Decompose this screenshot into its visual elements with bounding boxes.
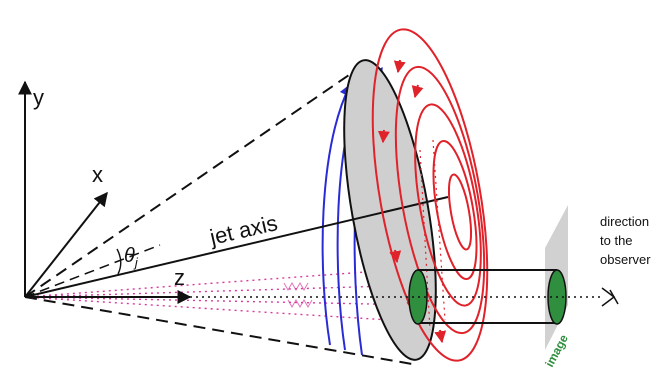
cone-upper-edge (24, 61, 369, 298)
red-dotted-inner (419, 139, 446, 331)
dotted-lines (24, 267, 421, 323)
y-axis-label: y (33, 85, 44, 110)
theta-dashed-line (24, 244, 161, 298)
red-field-loops (371, 28, 489, 362)
observer-eye-icon (601, 287, 619, 307)
theta-arc (116, 248, 122, 275)
theta-label: θj (124, 245, 139, 270)
jet-axis-label: jet axis (207, 210, 280, 250)
pink-beam-label-marks (283, 281, 313, 309)
x-axis-label: x (92, 162, 103, 187)
z-axis-label: z (174, 265, 185, 290)
x-axis (24, 191, 108, 298)
cone-lower-edge (24, 296, 419, 366)
observer-label: direction to the observer (600, 214, 653, 267)
jet-axis-line (24, 196, 449, 298)
